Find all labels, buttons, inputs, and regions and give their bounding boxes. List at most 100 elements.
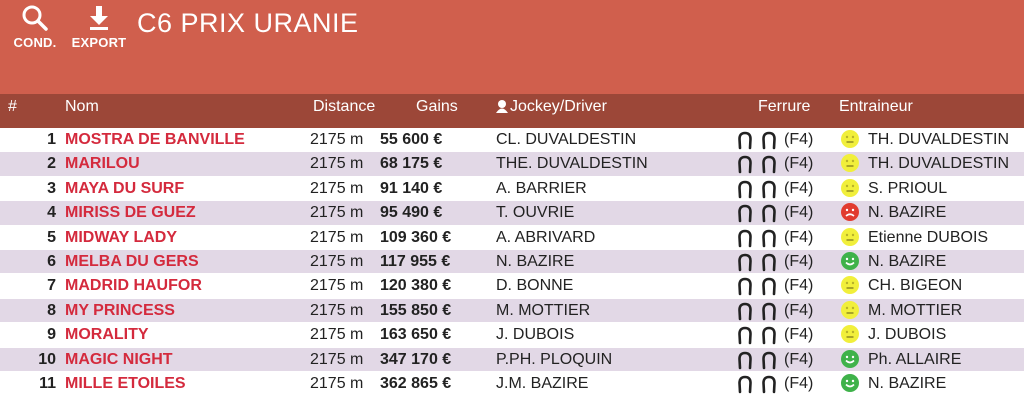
horse-name[interactable]: MILLE ETOILES [65, 374, 186, 392]
horse-name[interactable]: MAGIC NIGHT [65, 350, 173, 368]
trainer-name: J. DUBOIS [868, 326, 947, 344]
distance: 2175 m [310, 131, 364, 148]
ferrure-code: (F4) [784, 350, 814, 368]
column-header-gains[interactable]: Gains [416, 98, 458, 115]
trainer-mood [840, 300, 860, 325]
jockey-name: T. OUVRIE [496, 204, 575, 222]
trainer-mood [840, 251, 860, 276]
horse-name[interactable]: MOSTRA DE BANVILLE [65, 131, 245, 148]
horseshoe-front-icon [738, 375, 752, 394]
runner-number: 1 [47, 131, 56, 148]
horse-name[interactable]: MIRISS DE GUEZ [65, 204, 196, 222]
ferrure-icons [735, 130, 779, 155]
horse-name[interactable]: MIDWAY LADY [65, 228, 178, 246]
gains: 347 170 € [380, 350, 452, 368]
table-row[interactable]: 10 MAGIC NIGHT 2175 m 347 170 € P.PH. PLOQUI… [0, 347, 1024, 374]
trainer-mood [840, 373, 860, 398]
table-row[interactable]: 8 MY PRINCESS 2175 m 155 850 € M. MOTTIER (F… [0, 298, 1024, 326]
download-icon [90, 6, 108, 30]
gains: 91 140 € [380, 179, 443, 197]
ferrure-icons [735, 228, 779, 253]
jockey-name: A. ABRIVARD [496, 228, 596, 246]
trainer-mood [840, 153, 860, 178]
horse-name[interactable]: MADRID HAUFOR [65, 277, 202, 295]
distance: 2175 m [310, 228, 364, 246]
trainer-mood [840, 349, 860, 374]
yellow-face-icon [841, 154, 859, 173]
horse-name[interactable]: MY PRINCESS [65, 301, 175, 319]
jockey-helmet-icon [496, 100, 508, 113]
horseshoe-front-icon [738, 302, 752, 321]
trainer-name: TH. DUVALDESTIN [868, 155, 1010, 173]
jockey-name: A. BARRIER [496, 179, 587, 197]
conditions-button[interactable]: COND. [10, 4, 60, 50]
table-row[interactable]: 1 MOSTRA DE BANVILLE 2175 m 55 600 € CL. DUV… [0, 128, 1024, 155]
ferrure-icons [735, 276, 779, 301]
gains: 120 380 € [380, 277, 452, 295]
distance: 2175 m [310, 374, 364, 392]
column-header-nom[interactable]: Nom [65, 98, 99, 115]
horseshoe-front-icon [738, 253, 752, 272]
horseshoe-back-icon [762, 229, 777, 247]
table-row[interactable]: 7 MADRID HAUFOR 2175 m 120 380 € D. BONNE (F… [0, 274, 1024, 301]
table-row[interactable]: 5 MIDWAY LADY 2175 m 109 360 € A. ABRIVARD (… [0, 225, 1024, 253]
trainer-mood [840, 129, 860, 154]
trainer-name: N. BAZIRE [868, 204, 947, 222]
ferrure-icons [735, 203, 779, 228]
green-face-icon [841, 373, 859, 392]
runner-number: 8 [47, 301, 56, 319]
runner-number: 10 [38, 350, 56, 368]
green-face-icon [841, 251, 859, 270]
horseshoe-front-icon [738, 351, 752, 369]
table-row[interactable]: 2 MARILOU 2175 m 68 175 € THE. DUVALDESTIN (… [0, 152, 1024, 178]
yellow-face-icon [841, 227, 859, 246]
table-row[interactable]: 11 MILLE ETOILES 2175 m 362 865 € J.M. BAZIR… [0, 371, 1024, 398]
runner-number: 2 [47, 155, 56, 173]
column-header-ferrure[interactable]: Ferrure [758, 98, 811, 115]
runner-number: 5 [47, 228, 56, 246]
distance: 2175 m [310, 155, 364, 173]
horseshoe-front-icon [738, 204, 752, 223]
distance: 2175 m [310, 204, 364, 222]
distance: 2175 m [310, 350, 364, 368]
gains: 55 600 € [380, 131, 443, 148]
distance: 2175 m [310, 326, 364, 344]
horseshoe-back-icon [762, 326, 777, 345]
horse-name[interactable]: MAYA DU SURF [65, 179, 185, 197]
trainer-mood [840, 324, 860, 349]
column-header-jockey[interactable]: Jockey/Driver [510, 98, 607, 115]
runner-number: 3 [47, 179, 56, 197]
table-row[interactable]: 4 MIRISS DE GUEZ 2175 m 95 490 € T. OUVRIE (… [0, 201, 1024, 228]
yellow-face-icon [841, 325, 859, 344]
table-row[interactable]: 9 MORALITY 2175 m 163 650 € J. DUBOIS (F4) J.… [0, 323, 1024, 349]
runner-number: 9 [47, 326, 56, 344]
trainer-name: M. MOTTIER [868, 301, 963, 319]
trainer-name: N. BAZIRE [868, 374, 947, 392]
export-label: EXPORT [71, 35, 127, 50]
ferrure-code: (F4) [784, 301, 814, 319]
jockey-name: P.PH. PLOQUIN [496, 350, 613, 368]
conditions-label: COND. [13, 35, 57, 50]
horse-name[interactable]: MORALITY [65, 326, 149, 344]
table-row[interactable]: 6 MELBA DU GERS 2175 m 117 955 € N. BAZIRE (… [0, 249, 1024, 276]
horse-name[interactable]: MARILOU [65, 155, 140, 173]
runner-number: 7 [47, 277, 56, 295]
jockey-name: N. BAZIRE [496, 252, 575, 270]
export-button[interactable]: EXPORT [68, 4, 130, 50]
horse-name[interactable]: MELBA DU GERS [65, 252, 199, 270]
column-header-entraineur[interactable]: Entraineur [839, 98, 913, 115]
horseshoe-back-icon [762, 204, 777, 223]
ferrure-code: (F4) [784, 252, 814, 270]
horseshoe-back-icon [762, 253, 777, 272]
horseshoe-back-icon [762, 302, 777, 321]
jockey-name: M. MOTTIER [496, 301, 591, 319]
trainer-name: Ph. ALLAIRE [868, 350, 962, 368]
horseshoe-front-icon [738, 278, 752, 296]
trainer-mood [840, 202, 860, 227]
column-header-distance[interactable]: Distance [313, 98, 376, 115]
ferrure-icons [735, 301, 779, 326]
table-row[interactable]: 3 MAYA DU SURF 2175 m 91 140 € A. BARRIER (F… [0, 176, 1024, 202]
green-face-icon [841, 349, 859, 368]
runner-number: 6 [47, 252, 56, 270]
gains: 95 490 € [380, 204, 443, 222]
